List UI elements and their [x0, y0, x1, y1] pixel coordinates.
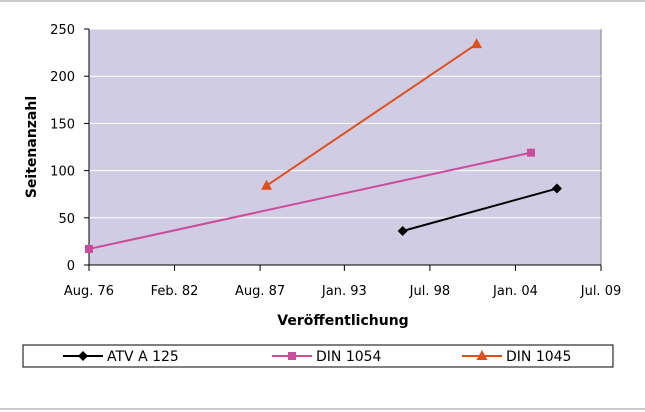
- legend-item: DIN 1054: [272, 349, 382, 365]
- x-axis-ticks: Aug. 76 Feb. 82 Aug. 87 Jan. 93 Jul. 98 Jan. …: [64, 265, 621, 299]
- legend-label: DIN 1054: [316, 349, 382, 365]
- x-tick-label: Jan. 04: [492, 284, 538, 299]
- legend-marker: [78, 351, 88, 361]
- data-point: [551, 183, 562, 194]
- data-point: [397, 226, 408, 237]
- x-tick-label: Jan. 93: [321, 284, 367, 299]
- data-point: [261, 179, 273, 190]
- y-tick-label: 50: [58, 212, 75, 227]
- legend-marker: [476, 350, 488, 360]
- y-tick-label: 150: [50, 117, 75, 132]
- legend-item: DIN 1045: [462, 349, 571, 365]
- plot-area: [88, 28, 602, 266]
- legend-item: ATV A 125: [63, 349, 179, 365]
- data-point: [471, 38, 483, 49]
- data-point: [85, 244, 93, 253]
- series-line: [402, 187, 558, 232]
- x-tick-label: Feb. 82: [151, 284, 199, 299]
- legend-label: ATV A 125: [107, 349, 179, 365]
- x-tick-label: Jul. 09: [580, 284, 622, 299]
- legend-box: [22, 344, 614, 368]
- legend-label: DIN 1045: [506, 349, 571, 365]
- y-axis-ticks: 0 50 100 150 200 250: [50, 23, 89, 274]
- grid-lines: [89, 28, 601, 219]
- series-line: [88, 151, 532, 250]
- x-tick-label: Jul. 98: [409, 284, 451, 299]
- series-layer: [85, 38, 562, 253]
- y-tick-label: 100: [50, 165, 75, 180]
- legend: ATV A 125 DIN 1054 DIN 1045: [63, 349, 571, 365]
- y-tick-label: 200: [50, 70, 75, 85]
- series-0: [397, 183, 562, 237]
- series-line: [266, 43, 478, 187]
- legend-marker: [288, 352, 296, 360]
- y-tick-label: 0: [67, 259, 75, 274]
- x-axis-title: Veröffentlichung: [277, 313, 408, 329]
- y-axis-title: Seitenanzahl: [24, 96, 40, 198]
- y-tick-label: 250: [50, 23, 75, 38]
- x-tick-label: Aug. 76: [64, 284, 114, 299]
- x-tick-label: Aug. 87: [235, 284, 285, 299]
- series-2: [261, 38, 483, 190]
- data-point: [527, 148, 536, 157]
- series-1: [85, 148, 536, 253]
